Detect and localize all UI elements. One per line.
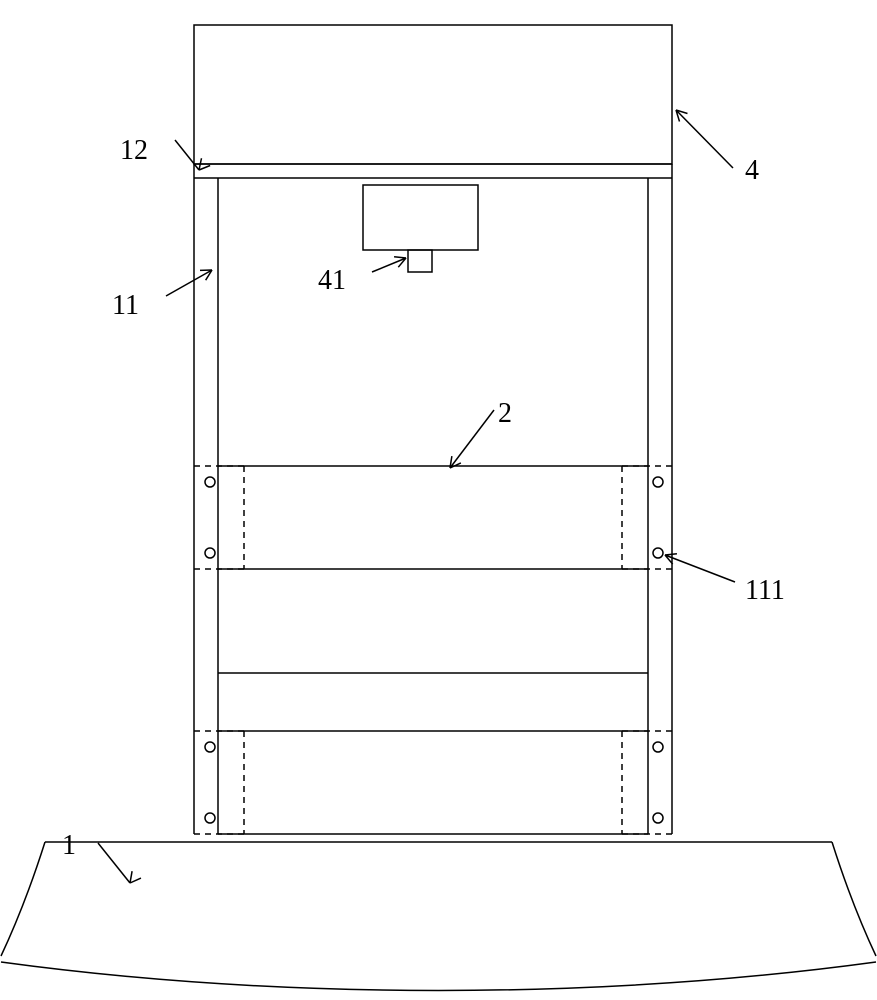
leader-line — [450, 410, 494, 468]
leader-line — [175, 140, 199, 170]
leader-line — [166, 270, 212, 296]
callout-label-41: 41 — [318, 265, 346, 297]
leader-line — [665, 555, 735, 582]
bolt-hole — [205, 813, 215, 823]
bolt-hole — [205, 548, 215, 558]
center-block — [363, 185, 478, 250]
base-bottom-curve — [1, 962, 876, 991]
bolt-hole — [205, 742, 215, 752]
callout-label-12: 12 — [120, 135, 148, 167]
upper-box — [194, 25, 672, 164]
callout-label-2: 2 — [498, 398, 512, 430]
leader-line — [98, 843, 130, 883]
base-right-curve — [832, 842, 876, 956]
leader-line — [676, 110, 733, 168]
bolt-hole — [205, 477, 215, 487]
base-left-curve — [1, 842, 45, 956]
callout-label-1: 1 — [62, 830, 76, 862]
callout-label-11: 11 — [112, 290, 139, 322]
center-block-stub — [408, 250, 432, 272]
bolt-hole — [653, 813, 663, 823]
bolt-hole — [653, 548, 663, 558]
bolt-hole — [653, 742, 663, 752]
callout-label-4: 4 — [745, 155, 759, 187]
callout-label-111: 111 — [745, 575, 785, 607]
bolt-hole — [653, 477, 663, 487]
